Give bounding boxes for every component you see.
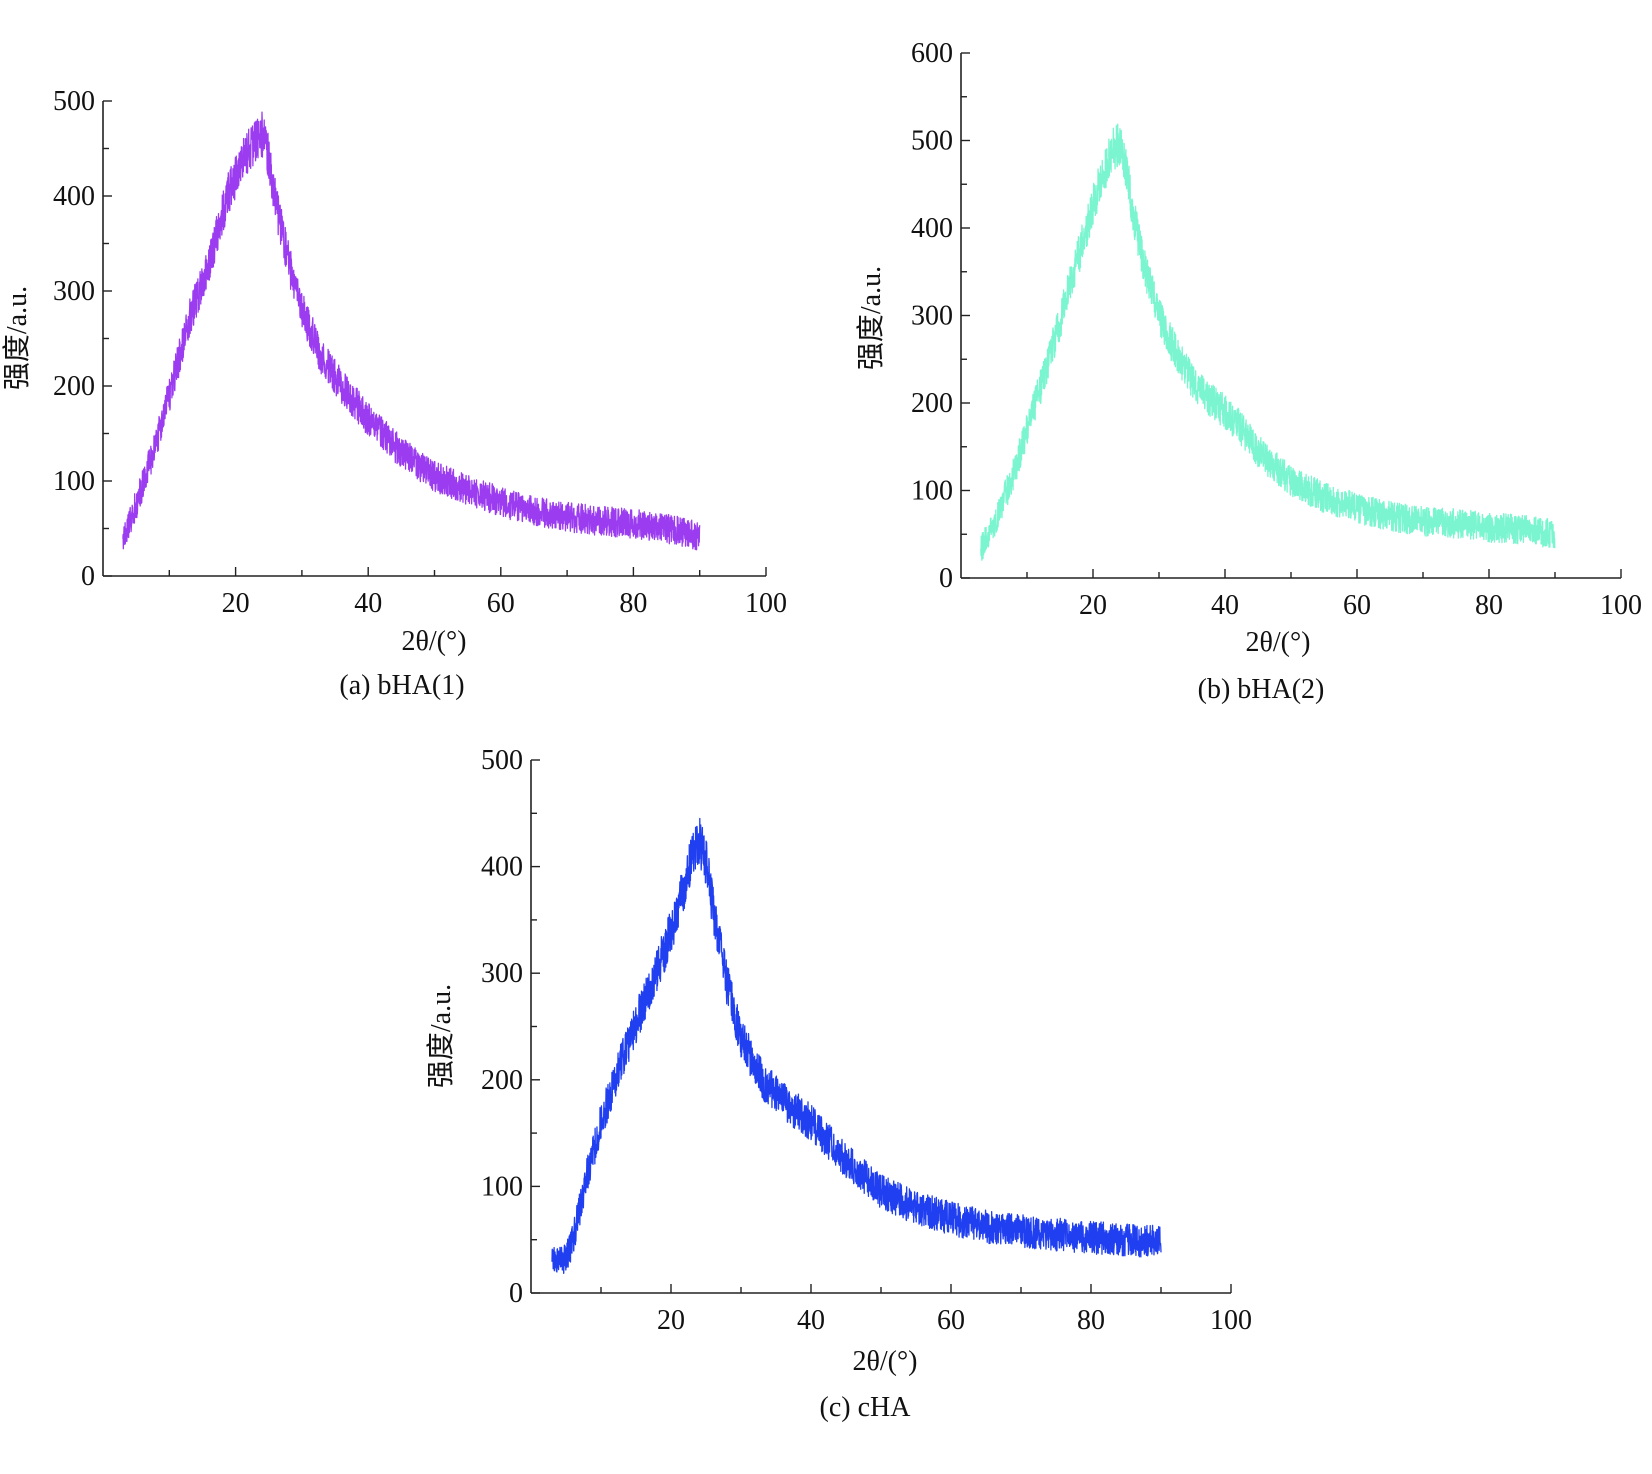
y-tick-label: 100	[911, 476, 953, 507]
y-tick-label: 400	[53, 181, 95, 212]
y-axis-label: 强度/a.u.	[1, 286, 33, 390]
panel-bha2: 20 40 60 80 100 0 100 200 300 400 500 600 2θ/(°) 强度…	[855, 38, 1642, 705]
y-tick-label: 600	[911, 38, 953, 69]
panel-caption: (c) cHA	[820, 1392, 912, 1423]
x-tick-label: 60	[487, 588, 515, 619]
panel-caption: (b) bHA(2)	[1198, 674, 1325, 705]
y-tick-label: 300	[911, 301, 953, 332]
y-axis-label: 强度/a.u.	[855, 266, 887, 370]
y-tick-label: 200	[481, 1065, 523, 1096]
x-tick-label: 100	[1210, 1305, 1252, 1336]
x-tick-label: 100	[745, 588, 787, 619]
ticks-layer: 20 40 60 80 100 0 100 200 300 400 500 600	[911, 38, 1642, 621]
x-tick-label: 20	[222, 588, 250, 619]
x-tick-label: 40	[354, 588, 382, 619]
series-line-cHA	[551, 817, 1162, 1274]
axes-layer	[102, 101, 766, 577]
panel-cha: 20 40 60 80 100 0 100 200 300 400 500 2θ/(°) 强度/a.…	[425, 745, 1252, 1423]
series-line-bHA(2)	[980, 123, 1556, 561]
panel-caption: (a) bHA(1)	[339, 670, 464, 701]
x-tick-label: 100	[1600, 590, 1642, 621]
y-tick-label: 100	[53, 466, 95, 497]
x-axis-label: 2θ/(°)	[401, 626, 466, 657]
x-tick-label: 60	[937, 1305, 965, 1336]
y-tick-label: 200	[911, 388, 953, 419]
series-layer	[980, 123, 1556, 561]
axes-layer	[960, 53, 1621, 579]
y-tick-label: 100	[481, 1171, 523, 1202]
y-axis-label: 强度/a.u.	[425, 984, 457, 1088]
ticks-layer: 20 40 60 80 100 0 100 200 300 400 500	[53, 86, 787, 619]
x-tick-label: 60	[1343, 590, 1371, 621]
y-tick-label: 400	[911, 213, 953, 244]
x-tick-label: 80	[619, 588, 647, 619]
y-tick-label: 200	[53, 371, 95, 402]
x-tick-label: 80	[1077, 1305, 1105, 1336]
ticks-layer: 20 40 60 80 100 0 100 200 300 400 500	[481, 745, 1252, 1336]
y-tick-label: 300	[481, 958, 523, 989]
x-tick-label: 40	[1211, 590, 1239, 621]
y-tick-label: 500	[481, 745, 523, 776]
x-tick-label: 20	[1079, 590, 1107, 621]
x-tick-label: 40	[797, 1305, 825, 1336]
series-layer	[551, 817, 1162, 1274]
panel-bha1: 20 40 60 80 100 0 100 200 300 400 500 2θ/(°) 强度/a.…	[1, 86, 787, 701]
x-axis-label: 2θ/(°)	[852, 1346, 917, 1377]
y-tick-label: 0	[939, 563, 953, 594]
y-tick-label: 400	[481, 852, 523, 883]
y-tick-label: 0	[509, 1278, 523, 1309]
y-tick-label: 500	[53, 86, 95, 117]
y-tick-label: 0	[81, 561, 95, 592]
y-tick-label: 300	[53, 276, 95, 307]
x-tick-label: 20	[657, 1305, 685, 1336]
y-tick-label: 500	[911, 126, 953, 157]
x-axis-label: 2θ/(°)	[1245, 627, 1310, 658]
series-layer	[122, 111, 701, 551]
x-tick-label: 80	[1475, 590, 1503, 621]
series-line-bHA(1)	[122, 111, 701, 551]
